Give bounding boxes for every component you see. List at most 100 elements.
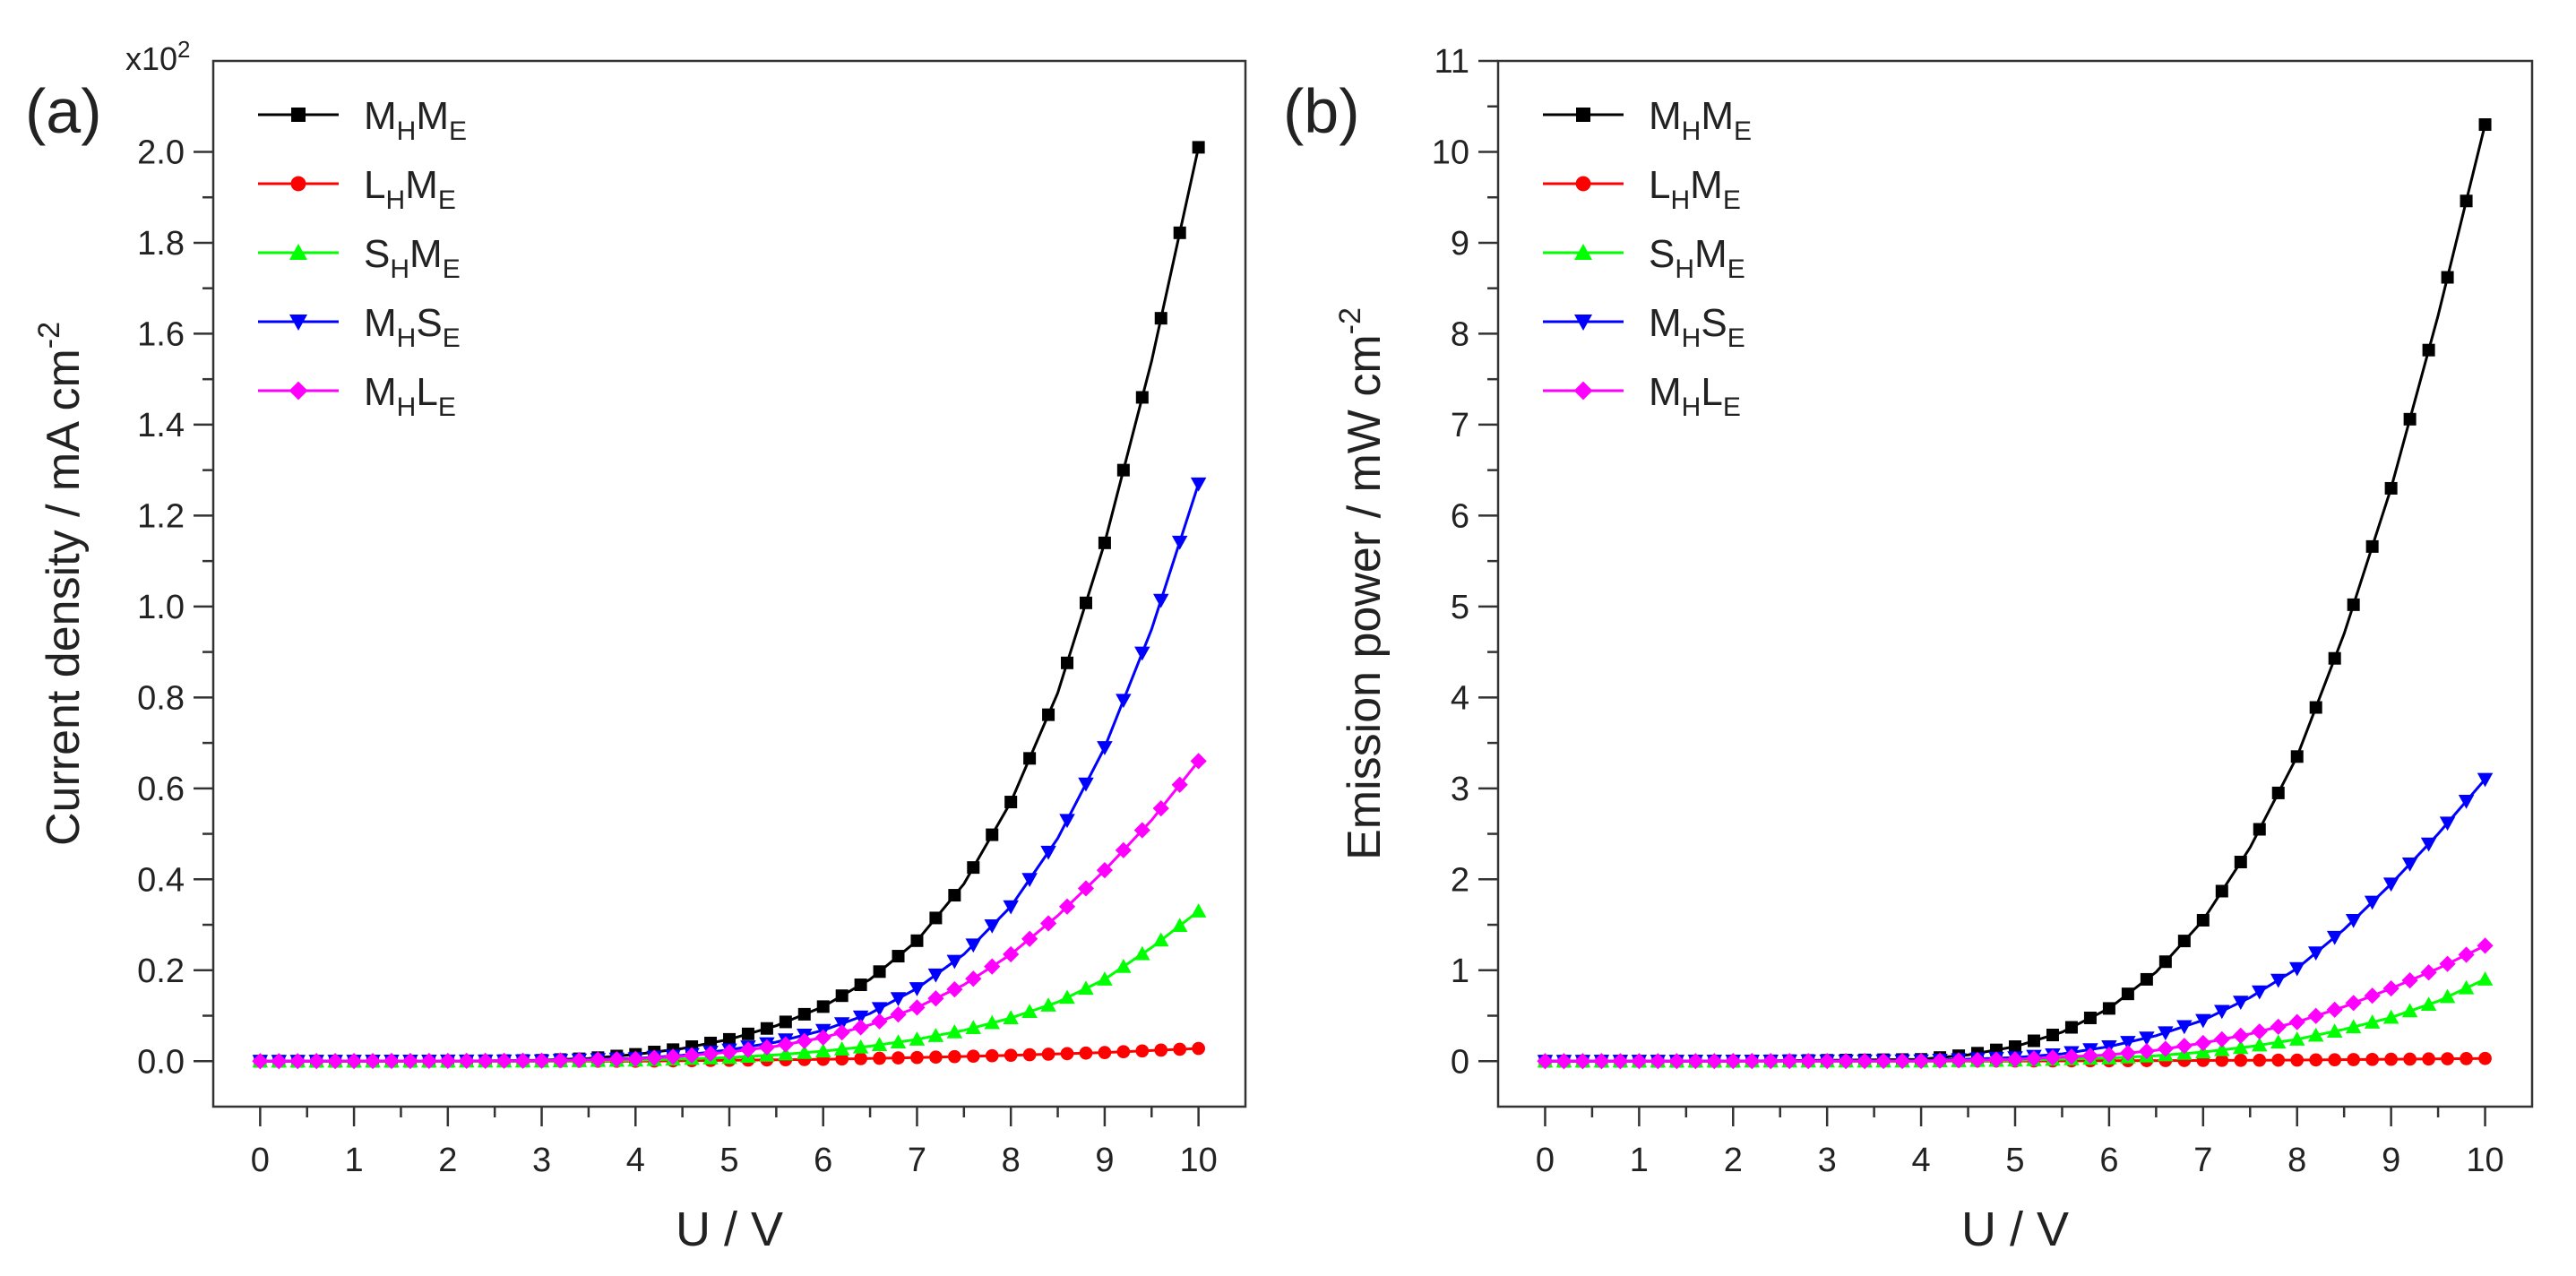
legend-item: LHME [258, 163, 456, 215]
data-point [1059, 989, 1075, 1004]
data-point [1190, 903, 1207, 918]
data-point [948, 889, 961, 902]
data-point [1171, 918, 1188, 933]
data-point [2478, 118, 2492, 132]
data-point [814, 1029, 831, 1046]
data-point [871, 1013, 888, 1030]
data-point [1687, 1053, 1704, 1070]
data-point [1040, 997, 1056, 1012]
data-point [2121, 987, 2134, 1001]
data-point [2195, 1044, 2211, 1059]
data-point [741, 1027, 754, 1040]
data-point [2347, 1053, 2361, 1066]
data-point [2288, 961, 2305, 977]
data-point [852, 1019, 869, 1036]
data-point [1781, 1053, 1798, 1070]
legend-item: SHME [1543, 232, 1745, 284]
legend-label: MHSE [1649, 301, 1745, 353]
y-tick-label: 2.0 [137, 134, 185, 171]
data-point [2025, 1050, 2043, 1067]
data-point [760, 1022, 773, 1035]
y-tick-label: 0.4 [137, 861, 185, 899]
data-point [2439, 816, 2456, 832]
data-point [1040, 845, 1056, 860]
data-point [1190, 753, 1207, 770]
data-point [1041, 1048, 1055, 1061]
data-point [873, 1051, 886, 1065]
data-point [2326, 1001, 2343, 1018]
data-point [1116, 958, 1132, 973]
data-point [1003, 1010, 1019, 1025]
data-point [2345, 913, 2362, 928]
data-point [967, 861, 980, 875]
data-point [2233, 1039, 2249, 1055]
data-point [1079, 1046, 1093, 1060]
panel-label: (a) [25, 76, 102, 146]
data-point [2176, 1020, 2193, 1035]
data-point [2139, 1031, 2155, 1047]
data-point [965, 1020, 982, 1035]
x-tick-label: 10 [1179, 1142, 1217, 1179]
x-tick-label: 9 [1095, 1142, 1114, 1179]
data-point [1039, 915, 1057, 932]
y-tick-label: 7 [1451, 407, 1469, 444]
data-point [1152, 800, 1169, 817]
data-point [2364, 987, 2381, 1004]
data-point [2309, 1053, 2323, 1067]
data-point [2214, 1041, 2230, 1056]
data-point [1116, 463, 1130, 477]
x-tick-label: 5 [2005, 1142, 2024, 1179]
legend-marker [1576, 108, 1590, 122]
data-point [1060, 1047, 1074, 1061]
data-point [2138, 1042, 2155, 1060]
data-point [2309, 701, 2322, 714]
data-point [1078, 777, 1094, 792]
data-point [2307, 1007, 2324, 1024]
data-point [2477, 971, 2494, 986]
data-point [929, 1050, 943, 1065]
x-tick-label: 4 [1912, 1142, 1931, 1179]
data-point [477, 1052, 494, 1069]
legend-label: LHME [364, 163, 456, 215]
data-point [1135, 391, 1149, 404]
data-point [1116, 694, 1132, 709]
legend-label: MHSE [364, 301, 461, 353]
data-point [2119, 1045, 2136, 1062]
data-point [2290, 1053, 2305, 1067]
data-point [2401, 1003, 2418, 1018]
y-axis-label: Emission power / mW cm-2 [1333, 307, 1391, 860]
data-point [984, 958, 1001, 975]
data-point [1800, 1053, 1817, 1070]
data-point [2364, 895, 2381, 910]
data-point [590, 1051, 607, 1068]
series-MHLE [1537, 937, 2494, 1070]
data-point [1744, 1053, 1761, 1070]
data-point [2081, 1048, 2099, 1065]
data-point [2422, 1052, 2435, 1066]
data-point [1593, 1053, 1610, 1070]
data-point [1098, 536, 1111, 549]
series-line [260, 483, 1201, 1063]
data-point [986, 828, 999, 841]
data-point [796, 1032, 813, 1049]
data-point [2458, 795, 2475, 809]
legend: MHME LHME SHME MHSE MHLE [1543, 94, 1752, 422]
x-tick-label: 5 [719, 1142, 738, 1179]
data-point [2345, 995, 2362, 1012]
data-point [1173, 1042, 1187, 1056]
legend-label: MHME [1649, 94, 1752, 146]
legend-label: MHLE [1649, 370, 1741, 422]
data-point [854, 1052, 867, 1065]
data-point [2384, 1052, 2398, 1066]
data-point [364, 1052, 382, 1070]
data-point [289, 1053, 306, 1070]
x-tick-label: 2 [1724, 1142, 1743, 1179]
data-point [2420, 837, 2437, 852]
data-point [2420, 996, 2437, 1011]
data-point [2234, 1053, 2248, 1067]
data-point [833, 1041, 850, 1056]
data-point [871, 1037, 888, 1051]
data-point [2195, 1013, 2211, 1029]
data-point [2382, 877, 2399, 892]
